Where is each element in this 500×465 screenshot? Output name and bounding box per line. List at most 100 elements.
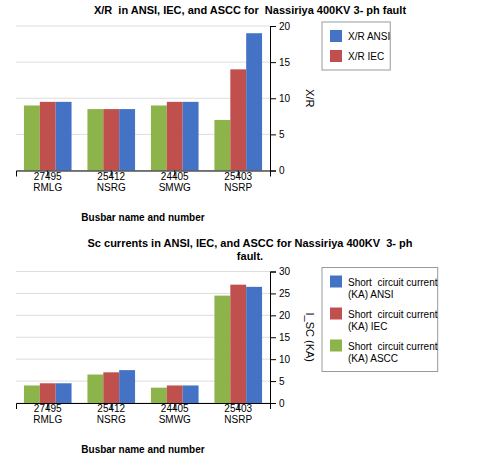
bar (230, 69, 246, 170)
bar (24, 385, 40, 403)
y-tick-mark (270, 26, 276, 27)
y-tick-label: 20 (279, 21, 291, 32)
bar-series (56, 287, 262, 403)
bar (246, 33, 262, 170)
legend-entry: Short circuit current(KA) IEC (330, 308, 438, 332)
bars (24, 285, 262, 403)
y-tick-mark (270, 272, 276, 273)
y-tick: 0 (270, 165, 285, 176)
grid (16, 26, 270, 171)
legend-label: X/R ANSI (348, 31, 390, 42)
grid-line (16, 271, 270, 272)
bar (183, 102, 199, 171)
bar (24, 105, 40, 170)
y-tick: 15 (270, 57, 291, 68)
grid-line (16, 62, 270, 63)
x-tick: 24405SMWG (159, 403, 191, 425)
y-tick-label: 15 (279, 57, 291, 68)
y-tick: 30 (270, 266, 291, 277)
legend-label: Short circuit current(KA) IEC (348, 309, 438, 332)
x-tick: 27495RMLG (33, 403, 62, 425)
y-tick: 5 (270, 376, 285, 387)
y-tick-mark (270, 134, 276, 135)
chart-root: X/R in ANSI, IEC, and ASCC for Nassiriya… (0, 0, 500, 465)
legend-label: Short circuit current(KA) ASCC (348, 341, 438, 364)
bars (24, 33, 262, 170)
x-tick-label: 27495RMLG (33, 171, 62, 193)
y-tick: 15 (270, 332, 291, 343)
bar (87, 375, 103, 403)
x-tick-label: 25403NSRP (224, 171, 252, 193)
bar (167, 102, 183, 171)
bar (214, 296, 230, 403)
y-tick-mark (270, 62, 276, 63)
y-tick-mark (270, 98, 276, 99)
x-tick: 25412NSRG (97, 171, 126, 193)
y-tick-mark (270, 359, 276, 360)
legend-swatch (330, 308, 342, 320)
y-axis: 0 5 10 15 20 25 30 (270, 266, 291, 409)
y-tick-label: 20 (279, 310, 291, 321)
legend-label: Short circuit current(KA) ANSI (348, 277, 438, 300)
bar (167, 385, 183, 403)
grid-line (16, 26, 270, 27)
y-tick-mark (270, 171, 276, 172)
x-tick: 25403NSRP (224, 171, 252, 193)
y-tick: 0 (270, 398, 285, 409)
bar (103, 109, 119, 170)
legend-swatch (330, 50, 342, 62)
y-tick-label: 15 (279, 332, 291, 343)
bar (56, 383, 72, 403)
y-axis-title: I_SC (KA) (304, 312, 316, 362)
legend-entry: X/R IEC (330, 50, 384, 62)
legend-entry: Short circuit current(KA) ASCC (330, 340, 438, 364)
legend-swatch (330, 276, 342, 288)
bar (40, 102, 56, 171)
bar (87, 109, 103, 170)
grid (16, 272, 270, 404)
x-axis: 27495RMLG25412NSRG24405SMWG25403NSRP (17, 403, 271, 425)
x-tick: 27495RMLG (33, 171, 62, 193)
bar (246, 287, 262, 403)
legend-swatch (330, 30, 342, 42)
y-tick-label: 0 (279, 398, 285, 409)
legend-frame (322, 22, 390, 70)
y-tick-mark (270, 293, 276, 294)
y-tick-label: 10 (279, 93, 291, 104)
legend-entry: X/R ANSI (330, 30, 390, 42)
bar (183, 385, 199, 403)
y-tick: 5 (270, 129, 285, 140)
bar (230, 285, 246, 403)
y-axis-title: X/R (304, 89, 316, 107)
legend: X/R ANSI X/R IEC (322, 22, 390, 70)
y-tick-mark (270, 403, 276, 404)
legend-swatch (330, 340, 342, 352)
legend-entry: Short circuit current(KA) ANSI (330, 276, 438, 300)
legend-label: X/R IEC (348, 51, 384, 62)
y-tick: 20 (270, 21, 291, 32)
y-tick-label: 10 (279, 354, 291, 365)
x-tick: 24405SMWG (159, 171, 191, 193)
chart-panel: X/R in ANSI, IEC, and ASCC for Nassiriya… (16, 4, 406, 223)
chart-panel: Sc currents in ANSI, IEC, and ASCC for N… (16, 237, 438, 456)
chart-title: X/R in ANSI, IEC, and ASCC for Nassiriya… (94, 4, 406, 16)
y-tick-mark (270, 315, 276, 316)
bar (119, 109, 135, 170)
y-tick-mark (270, 381, 276, 382)
x-axis-title: Busbar name and number (81, 212, 204, 223)
y-axis-line (271, 27, 277, 172)
x-tick-label: 24405SMWG (159, 171, 191, 193)
bar (56, 102, 72, 171)
y-tick-label: 30 (279, 266, 291, 277)
y-tick: 10 (270, 93, 291, 104)
bar (103, 372, 119, 403)
y-tick-label: 5 (279, 129, 285, 140)
bar (151, 388, 167, 403)
y-axis-line (271, 272, 277, 404)
bar-series (40, 69, 246, 170)
x-tick-label: 27495RMLG (33, 403, 62, 425)
y-tick: 25 (270, 288, 291, 299)
y-tick-label: 5 (279, 376, 285, 387)
x-axis-title: Busbar name and number (81, 444, 204, 455)
x-tick: 25403NSRP (224, 403, 252, 425)
